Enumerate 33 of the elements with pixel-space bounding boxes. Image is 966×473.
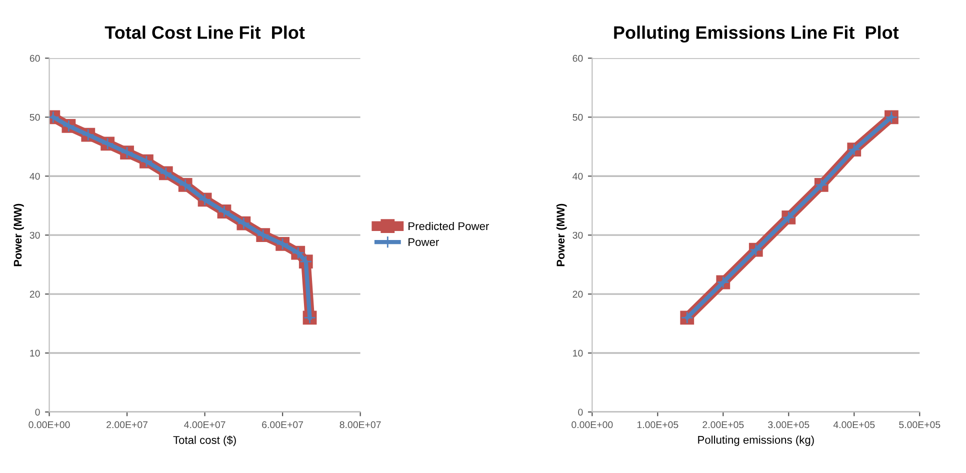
x-axis-title: Total cost ($) xyxy=(173,436,236,446)
x-tick-label: 1.00E+05 xyxy=(637,421,678,428)
y-tick-label: 10 xyxy=(573,350,583,357)
y-tick-label: 50 xyxy=(30,114,40,121)
y-tick-label: 30 xyxy=(30,232,40,239)
y-tick-label: 40 xyxy=(30,172,40,180)
y-tick-label: 30 xyxy=(572,232,583,239)
y-tick-label: 40 xyxy=(572,172,583,180)
y-tick-label: 10 xyxy=(30,350,40,357)
y-axis-title: Power (MW) xyxy=(14,204,24,266)
y-tick-label: 60 xyxy=(30,54,40,62)
y-tick-label: 50 xyxy=(572,114,583,121)
y-tick-label: 0 xyxy=(578,408,583,416)
chart-title: Total Cost Line Fit Plot xyxy=(104,26,305,39)
x-tick-label: 8.00E+07 xyxy=(340,421,381,428)
legend-label: Power xyxy=(408,238,439,246)
x-tick-label: 5.00E+05 xyxy=(899,421,940,428)
y-tick-label: 60 xyxy=(572,54,583,62)
x-tick-label: 2.00E+07 xyxy=(106,421,148,428)
x-tick-label: 4.00E+07 xyxy=(184,421,226,428)
y-axis-title: Power (MW) xyxy=(556,204,567,266)
y-tick-label: 20 xyxy=(30,290,40,298)
legend-label: Predicted Power xyxy=(408,222,489,230)
y-tick-label: 0 xyxy=(35,408,40,416)
x-tick-label: 3.00E+05 xyxy=(768,421,810,428)
x-tick-label: 6.00E+07 xyxy=(262,421,304,428)
x-tick-label: 0.00E+00 xyxy=(572,421,613,428)
x-tick-label: 4.00E+05 xyxy=(833,421,875,428)
y-tick-label: 20 xyxy=(572,290,583,298)
x-tick-label: 0.00E+00 xyxy=(28,421,70,428)
chart-title: Polluting Emissions Line Fit Plot xyxy=(614,26,899,43)
x-axis-title: Polluting emissions (kg) xyxy=(698,436,814,446)
x-tick-label: 2.00E+05 xyxy=(702,421,744,428)
